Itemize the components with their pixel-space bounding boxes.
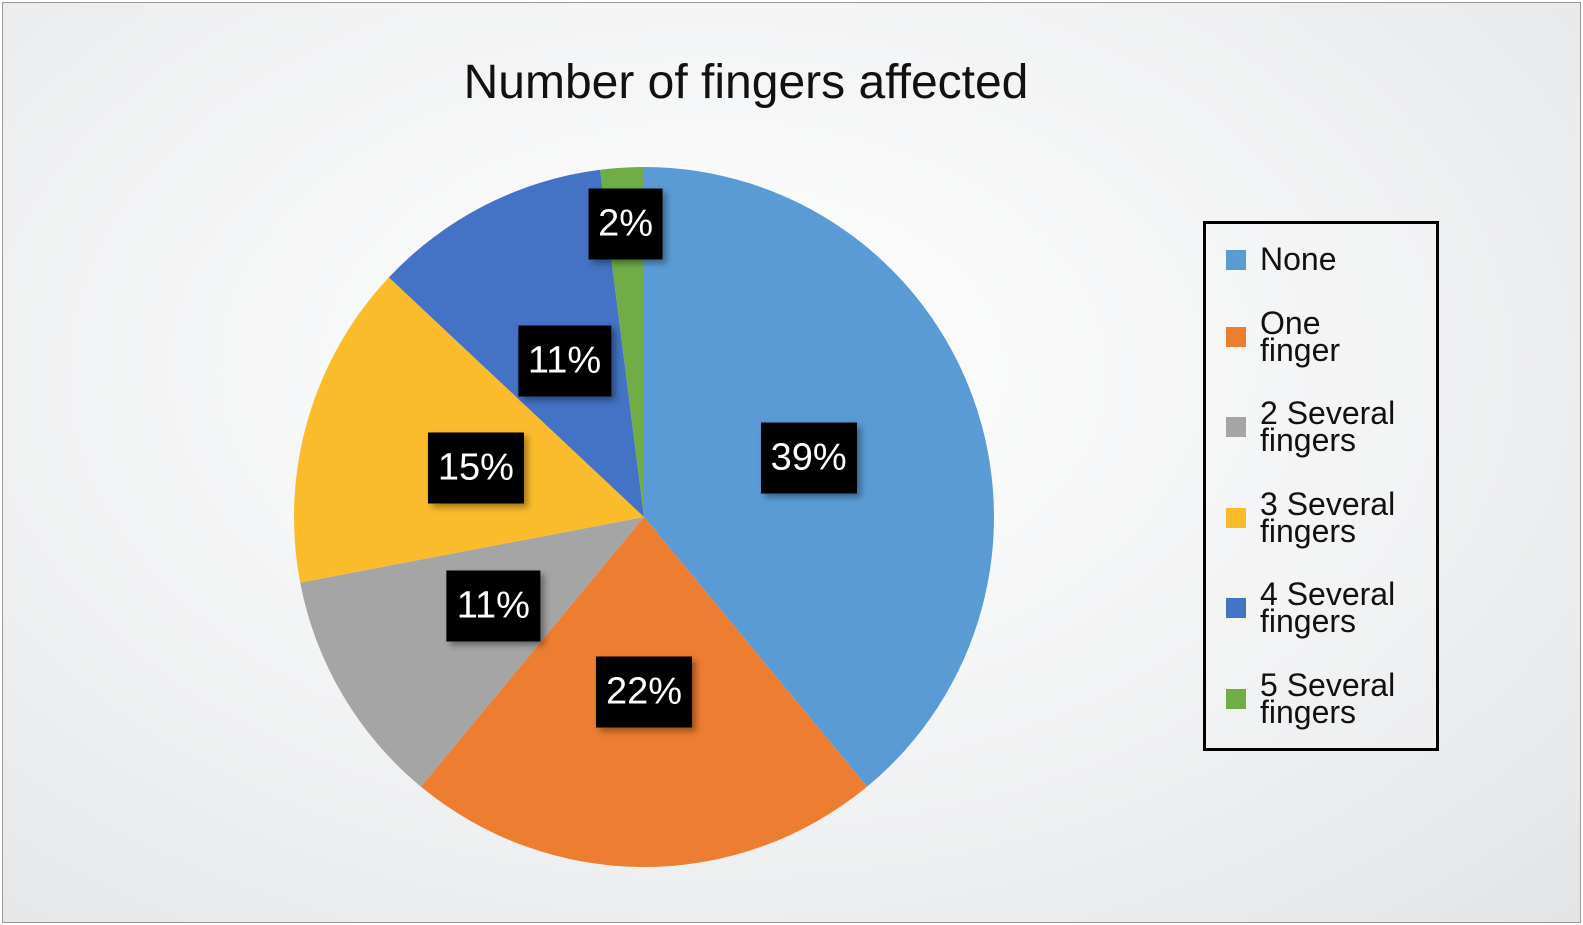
legend-swatch (1226, 326, 1246, 347)
legend-swatch (1226, 507, 1246, 528)
pie-slice (300, 517, 644, 787)
chart-title: Number of fingers affected (463, 56, 1029, 109)
pie-slice (294, 277, 644, 583)
legend-swatch (1226, 249, 1246, 270)
legend: None One finger 2 Several fingers 3 Several… (1203, 221, 1439, 751)
legend-label: 3 Several fingers (1260, 485, 1396, 549)
legend-label: 4 Several fingers (1260, 576, 1396, 640)
legend-swatch (1226, 417, 1246, 438)
legend-item: 3 Several fingers (1206, 485, 1436, 549)
legend-item: One finger (1206, 304, 1436, 368)
legend-label: 2 Several fingers (1260, 395, 1396, 459)
pie-slice (388, 169, 644, 517)
legend-item: None (1206, 241, 1436, 278)
data-label: 2% (588, 188, 663, 260)
legend-item: 5 Several fingers (1206, 666, 1436, 730)
legend-label: 5 Several fingers (1260, 666, 1396, 730)
data-label: 11% (446, 570, 540, 642)
data-label: 15% (427, 432, 524, 504)
data-label: 39% (760, 422, 857, 494)
legend-swatch (1226, 598, 1246, 619)
legend-item: 2 Several fingers (1206, 395, 1436, 459)
legend-swatch (1226, 688, 1246, 709)
data-label: 11% (517, 325, 612, 397)
data-label: 22% (595, 656, 693, 728)
legend-label: One finger (1260, 304, 1341, 368)
legend-label: None (1260, 241, 1337, 278)
legend-item: 4 Several fingers (1206, 576, 1436, 640)
